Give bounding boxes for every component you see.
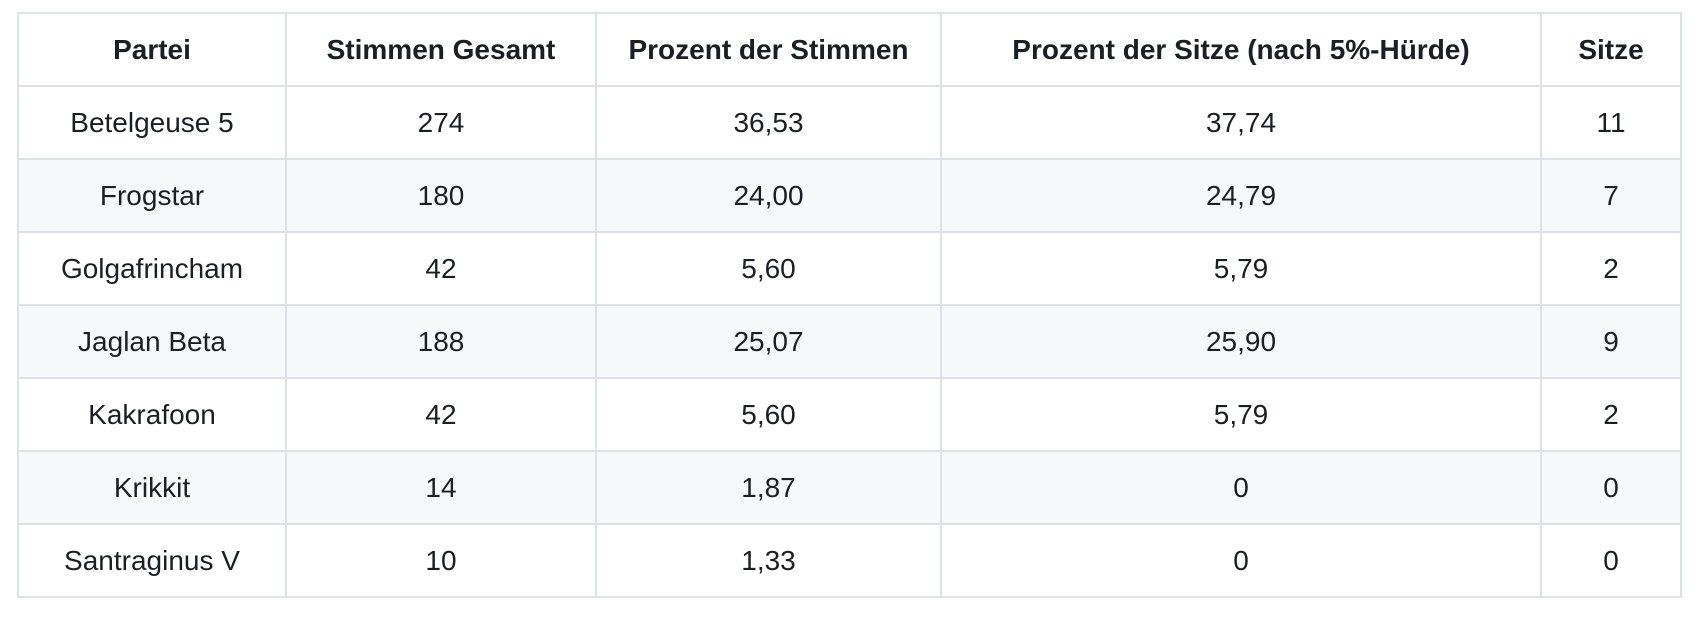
cell-stimmen_gesamt: 180 xyxy=(285,158,597,233)
table-row-golgafrincham: Golgafrincham 42 5,60 5,79 2 xyxy=(17,231,1682,306)
cell-prozent_sitze: 24,79 xyxy=(940,158,1542,233)
cell-prozent_stimmen: 36,53 xyxy=(595,85,942,160)
cell-sitze: 2 xyxy=(1540,377,1682,452)
column-header-prozent_sitze: Prozent der Sitze (nach 5%-Hürde) xyxy=(940,12,1542,87)
cell-prozent_stimmen: 25,07 xyxy=(595,304,942,379)
cell-prozent_stimmen: 1,87 xyxy=(595,450,942,525)
table-body: Betelgeuse 5 274 36,53 37,74 11 Frogstar 180 24… xyxy=(17,85,1682,598)
cell-prozent_sitze: 25,90 xyxy=(940,304,1542,379)
cell-prozent_sitze: 0 xyxy=(940,523,1542,598)
cell-prozent_sitze: 5,79 xyxy=(940,231,1542,306)
cell-prozent_sitze: 5,79 xyxy=(940,377,1542,452)
cell-prozent_stimmen: 5,60 xyxy=(595,377,942,452)
cell-sitze: 7 xyxy=(1540,158,1682,233)
cell-partei: Krikkit xyxy=(17,450,287,525)
cell-prozent_sitze: 0 xyxy=(940,450,1542,525)
table-row-betelgeuse-5: Betelgeuse 5 274 36,53 37,74 11 xyxy=(17,85,1682,160)
cell-partei: Santraginus V xyxy=(17,523,287,598)
column-header-prozent_stimmen: Prozent der Stimmen xyxy=(595,12,942,87)
cell-stimmen_gesamt: 274 xyxy=(285,85,597,160)
column-header-stimmen_gesamt: Stimmen Gesamt xyxy=(285,12,597,87)
cell-prozent_stimmen: 24,00 xyxy=(595,158,942,233)
cell-sitze: 0 xyxy=(1540,523,1682,598)
table-row-krikkit: Krikkit 14 1,87 0 0 xyxy=(17,450,1682,525)
cell-partei: Frogstar xyxy=(17,158,287,233)
cell-partei: Jaglan Beta xyxy=(17,304,287,379)
table-header: Partei Stimmen Gesamt Prozent der Stimmen P… xyxy=(17,12,1682,87)
table-row-santraginus-v: Santraginus V 10 1,33 0 0 xyxy=(17,523,1682,598)
table-row-jaglan-beta: Jaglan Beta 188 25,07 25,90 9 xyxy=(17,304,1682,379)
table-row-kakrafoon: Kakrafoon 42 5,60 5,79 2 xyxy=(17,377,1682,452)
cell-stimmen_gesamt: 10 xyxy=(285,523,597,598)
cell-prozent_stimmen: 5,60 xyxy=(595,231,942,306)
cell-stimmen_gesamt: 42 xyxy=(285,231,597,306)
election-results-table: Partei Stimmen Gesamt Prozent der Stimmen P… xyxy=(17,12,1682,598)
column-header-sitze: Sitze xyxy=(1540,12,1682,87)
cell-partei: Betelgeuse 5 xyxy=(17,85,287,160)
cell-sitze: 2 xyxy=(1540,231,1682,306)
header-row: Partei Stimmen Gesamt Prozent der Stimmen P… xyxy=(17,12,1682,87)
cell-partei: Golgafrincham xyxy=(17,231,287,306)
cell-prozent_stimmen: 1,33 xyxy=(595,523,942,598)
cell-partei: Kakrafoon xyxy=(17,377,287,452)
cell-prozent_sitze: 37,74 xyxy=(940,85,1542,160)
cell-sitze: 9 xyxy=(1540,304,1682,379)
cell-stimmen_gesamt: 188 xyxy=(285,304,597,379)
table-row-frogstar: Frogstar 180 24,00 24,79 7 xyxy=(17,158,1682,233)
cell-sitze: 0 xyxy=(1540,450,1682,525)
column-header-partei: Partei xyxy=(17,12,287,87)
cell-stimmen_gesamt: 14 xyxy=(285,450,597,525)
cell-stimmen_gesamt: 42 xyxy=(285,377,597,452)
cell-sitze: 11 xyxy=(1540,85,1682,160)
